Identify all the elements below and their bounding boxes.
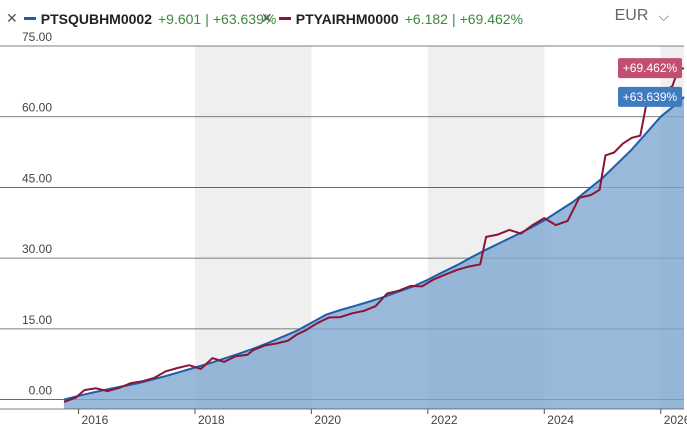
x-tick-label: 2016 [82,413,109,427]
end-label-badge [618,86,682,107]
series-2-swatch [278,17,291,20]
series-1-swatch [23,17,36,20]
x-tick-label: 2018 [198,413,225,427]
x-tick-label: 2020 [314,413,341,427]
end-label-badge [618,58,682,79]
y-tick-label: 75.00 [22,30,52,44]
y-tick-label: 15.00 [22,313,52,327]
legend-item-series-2: ✕ PTYAIRHM0000 +6.182 | +69.462% [261,10,523,27]
series-2-value: +6.182 [404,10,448,27]
series-1-pct: +63.639% [212,10,277,27]
y-tick-label: 30.00 [22,242,52,256]
y-tick-label: 0.00 [29,384,53,398]
series-2-name: PTYAIRHM0000 [295,10,399,27]
y-tick-label: 60.00 [22,101,52,115]
end-label-text: +63.639% [623,90,678,104]
chevron-down-icon: ⌵ [658,7,669,24]
x-tick-label: 2022 [431,413,458,427]
series-1-name: PTSQUBHM0002 [40,10,152,27]
currency-label: EUR [614,7,649,24]
series-2-separator: | [451,10,456,27]
series-1-separator: | [205,10,209,27]
series-area-1 [64,96,684,410]
series-2-pct: +69.462% [459,10,524,27]
x-tick-label: 2024 [547,413,574,427]
legend: ✕ PTSQUBHM0002 +9.601 | +63.639% ✕ PTYAI… [0,0,687,38]
series-line-2 [63,67,685,403]
series-line-1 [63,96,685,401]
x-tick-label: 2026 [664,413,687,427]
end-label-text: +69.462% [623,61,678,75]
currency-select[interactable]: EUR ⌵ [615,7,669,25]
y-tick-label: 45.00 [22,171,52,185]
close-icon[interactable]: ✕ [6,10,18,26]
legend-item-series-1: ✕ PTSQUBHM0002 +9.601 | +63.639% [6,10,276,27]
close-icon[interactable]: ✕ [261,10,273,26]
series-1-value: +9.601 [158,10,202,27]
